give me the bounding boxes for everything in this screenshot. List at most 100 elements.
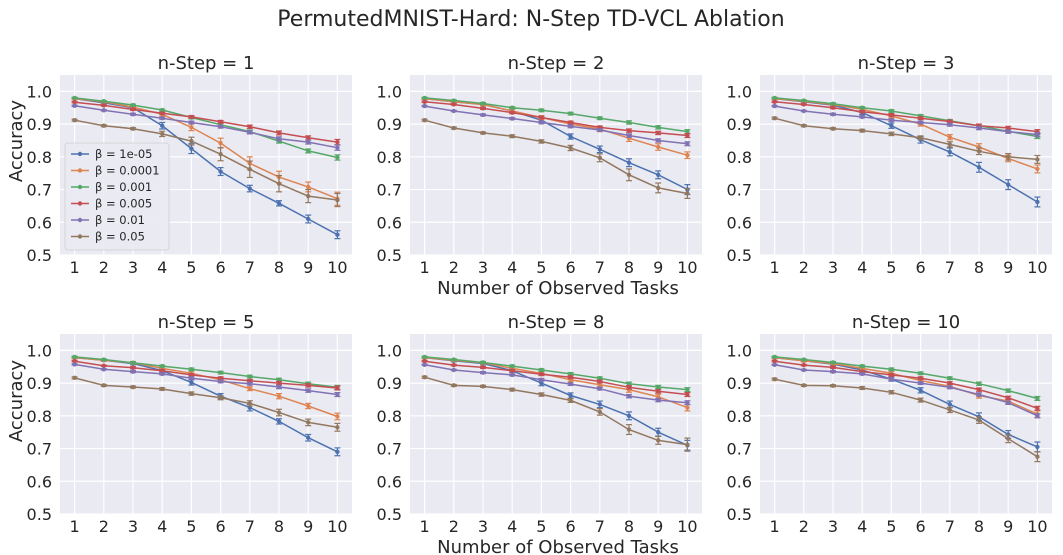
data-point: [772, 358, 777, 364]
data-point: [72, 354, 77, 360]
data-point: [422, 95, 427, 101]
y-tick-label: 0.5: [377, 505, 402, 524]
data-point: [422, 362, 427, 367]
y-tick-label: 0.5: [727, 246, 752, 265]
data-point: [685, 405, 690, 410]
data-point: [568, 398, 573, 403]
x-tick-label: 7: [595, 258, 605, 277]
x-tick-label: 7: [945, 517, 955, 536]
legend-box: [64, 142, 170, 251]
data-point: [889, 390, 894, 395]
data-point: [830, 365, 836, 370]
data-point: [976, 387, 982, 392]
data-point: [947, 407, 952, 413]
data-point: [539, 377, 544, 383]
data-point: [335, 232, 340, 237]
data-point: [1006, 388, 1011, 393]
data-point: [1006, 129, 1011, 134]
data-point: [247, 386, 252, 391]
x-tick-label: 8: [274, 258, 284, 277]
y-tick-label: 0.7: [377, 181, 402, 200]
x-tick-label: 5: [186, 517, 196, 536]
y-tick-label: 1.0: [377, 82, 402, 101]
data-point: [830, 383, 836, 388]
data-point: [276, 393, 282, 399]
data-point: [218, 119, 223, 125]
data-point: [160, 107, 165, 113]
x-tick-label: 2: [799, 258, 809, 277]
series-line: [774, 105, 1038, 136]
x-tick-label: 8: [624, 258, 634, 277]
legend-marker: [77, 217, 83, 223]
data-point: [510, 105, 515, 110]
data-point: [568, 124, 573, 129]
data-point: [218, 140, 223, 146]
data-point: [568, 145, 573, 151]
x-tick-label: 10: [677, 258, 697, 277]
data-point: [101, 103, 107, 108]
series-line: [774, 101, 1038, 133]
data-point: [480, 106, 486, 111]
y-tick-label: 0.6: [727, 213, 752, 232]
data-point: [830, 126, 836, 131]
series-4: [771, 99, 1041, 135]
y-tick-label: 0.6: [27, 472, 52, 491]
y-tick-label: 0.6: [727, 472, 752, 491]
data-point: [656, 144, 661, 150]
x-tick-label: 5: [886, 517, 896, 536]
data-point: [160, 371, 165, 377]
data-point: [860, 105, 865, 110]
data-point: [189, 120, 194, 125]
y-tick-label: 0.5: [27, 246, 52, 265]
series-6: [421, 117, 691, 199]
data-point: [510, 387, 515, 392]
series-line: [774, 117, 1038, 161]
series-4: [71, 358, 341, 391]
data-point: [801, 98, 806, 103]
series-line: [74, 97, 338, 159]
data-point: [568, 381, 573, 387]
data-point: [1035, 454, 1040, 459]
data-point: [160, 131, 165, 137]
data-point: [976, 165, 982, 170]
data-point: [656, 172, 661, 178]
data-point: [130, 102, 136, 108]
x-tick-label: 5: [186, 258, 196, 277]
x-tick-label: 3: [828, 517, 838, 536]
y-tick-label: 1.0: [27, 341, 52, 360]
x-tick-label: 10: [677, 517, 697, 536]
data-point: [189, 138, 194, 144]
plot-area: [60, 334, 352, 514]
data-point: [889, 367, 894, 372]
data-point: [801, 123, 806, 128]
x-tick-label: 5: [536, 258, 546, 277]
series-4: [421, 99, 691, 139]
subplot-title: n-Step = 2: [508, 53, 605, 74]
data-point: [335, 145, 340, 150]
series-line: [74, 119, 338, 201]
data-point: [656, 130, 661, 136]
data-point: [1035, 444, 1040, 450]
subplot-title: n-Step = 3: [858, 53, 955, 74]
series-line: [74, 101, 338, 143]
data-point: [306, 403, 311, 409]
data-point: [626, 385, 632, 390]
data-point: [568, 393, 573, 398]
legend-label: β = 0.001: [95, 180, 152, 194]
x-tick-label: 2: [99, 258, 109, 277]
data-point: [976, 381, 982, 386]
data-point: [306, 388, 311, 393]
y-tick-label: 1.0: [727, 341, 752, 360]
series-line: [774, 364, 1038, 417]
y-tick-label: 0.7: [377, 440, 402, 459]
data-point: [801, 108, 806, 114]
x-tick-label: 7: [945, 258, 955, 277]
data-point: [101, 383, 107, 388]
data-point: [626, 381, 632, 386]
data-point: [772, 95, 777, 101]
y-tick-label: 0.6: [377, 213, 402, 232]
data-point: [276, 384, 282, 390]
data-point: [539, 120, 544, 125]
x-tick-label: 8: [974, 258, 984, 277]
y-tick-label: 1.0: [377, 341, 402, 360]
